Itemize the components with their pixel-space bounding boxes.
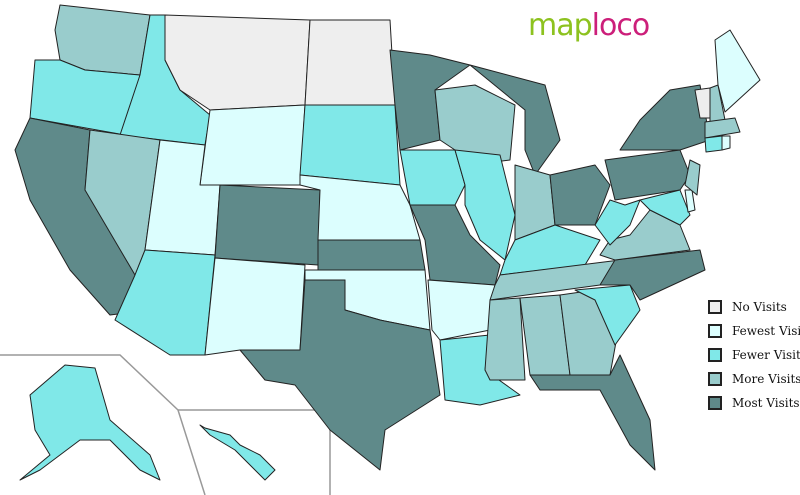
state-co — [214, 184, 321, 266]
state-ar — [427, 279, 496, 341]
legend-swatch — [708, 396, 722, 410]
state-oh — [549, 164, 611, 226]
legend-swatch — [708, 372, 722, 386]
state-de — [684, 189, 696, 213]
alaska-inset-border — [0, 354, 206, 495]
state-nm — [204, 257, 306, 356]
legend-swatch — [708, 324, 722, 338]
state-ks — [317, 239, 426, 271]
state-hi — [199, 424, 276, 481]
state-ny — [619, 84, 711, 151]
maploco-logo: maploco — [528, 8, 650, 43]
state-il — [454, 149, 516, 261]
legend-item-more-visits: More Visits — [708, 367, 800, 391]
state-mo — [409, 204, 501, 286]
legend-item-no-visits: No Visits — [708, 295, 800, 319]
state-sd — [299, 104, 401, 186]
legend-swatch — [708, 348, 722, 362]
legend-item-most-visits: Most Visits — [708, 391, 800, 415]
state-nj — [684, 159, 701, 196]
state-wy — [199, 104, 306, 186]
state-ak — [19, 364, 161, 481]
legend-item-fewest-visits: Fewest Visits — [708, 319, 800, 343]
state-md — [639, 189, 691, 226]
state-sc — [574, 284, 641, 346]
state-ri — [721, 135, 731, 151]
state-ia — [399, 149, 466, 206]
state-tx — [239, 279, 441, 471]
legend-swatch — [708, 300, 722, 314]
legend: No Visits Fewest Visits Fewer Visits Mor… — [708, 295, 800, 415]
state-fl — [529, 354, 656, 471]
legend-item-fewer-visits: Fewer Visits — [708, 343, 800, 367]
state-ms — [484, 297, 526, 381]
state-nd — [304, 19, 396, 106]
state-me — [714, 29, 761, 113]
state-ma — [704, 117, 741, 139]
state-ct — [704, 135, 723, 153]
